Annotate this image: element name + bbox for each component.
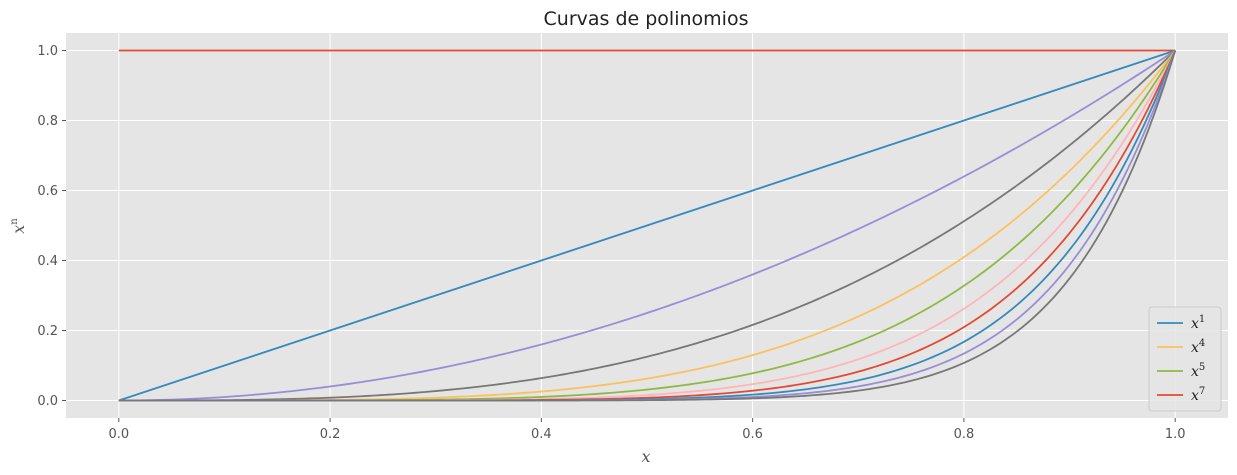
legend-label-base: x [1191,364,1199,380]
x-tick-label: 0.4 [531,427,552,442]
legend-label: x4 [1191,338,1205,356]
x-tick-label: 0.8 [954,427,975,442]
y-tick-label: 1.0 [37,44,58,59]
legend-label-sup: 7 [1199,386,1205,397]
series-line-x10 [118,50,1177,402]
legend-box [1148,306,1222,412]
x-axis-label: x [641,447,650,466]
legend-label-sup: 4 [1199,338,1205,349]
y-tick-label: 0.2 [37,324,58,339]
legend-label-base: x [1191,340,1199,356]
y-axis-label-sup: n [9,218,20,225]
series-lines [118,49,1177,402]
series-line-x3 [118,49,1176,402]
x-tick-label: 1.0 [1165,427,1186,442]
y-tick-label: 0.0 [37,394,58,409]
y-axis-label: xn [9,218,28,234]
legend-label-base: x [1191,388,1199,404]
legend-label: x5 [1191,362,1205,380]
legend-label-sup: 1 [1199,314,1205,325]
legend-label: x1 [1191,314,1205,332]
y-tick-label: 0.4 [37,254,58,269]
axis-ticks: 0.0 0.2 0.4 0.6 0.8 1.0 0.0 0.2 0.4 0.6 0.8 1.0 [37,44,1185,442]
x-tick-label: 0.0 [108,427,129,442]
x-tick-label: 0.2 [320,427,341,442]
x-tick-label: 0.6 [742,427,763,442]
series-line-x1 [118,49,1176,402]
y-axis-label-base: x [9,225,28,234]
chart-title: Curvas de polinomios [544,8,749,30]
legend-label-base: x [1191,316,1199,332]
series-line-x2 [118,49,1176,402]
legend-label: x7 [1191,386,1205,404]
y-tick-label: 0.6 [37,184,58,199]
grid [66,33,1228,418]
y-tick-label: 0.8 [37,114,58,129]
legend-label-sup: 5 [1199,362,1205,373]
